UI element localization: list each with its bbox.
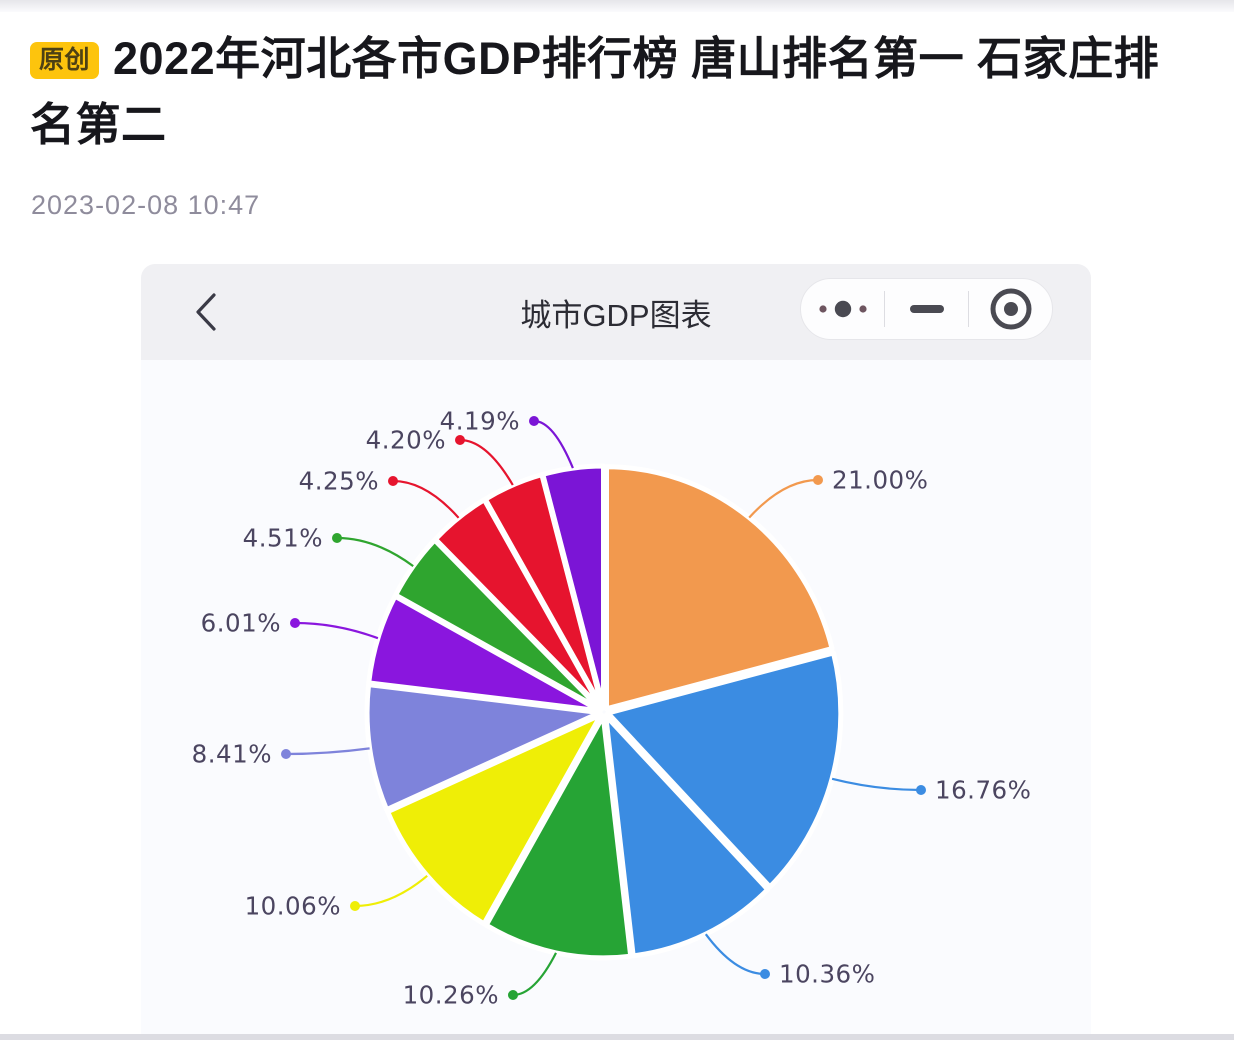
back-button[interactable] — [181, 286, 231, 338]
more-dots-icon — [818, 300, 867, 318]
label-dot — [760, 969, 770, 979]
article-title: 原创 2022年河北各市GDP排行榜 唐山排名第一 石家庄排名第二 — [30, 26, 1190, 158]
original-badge: 原创 — [30, 42, 100, 79]
slice-label: 10.26% — [403, 981, 499, 1010]
more-button[interactable] — [801, 279, 884, 339]
label-dot — [350, 901, 360, 911]
label-leader-line — [294, 621, 379, 640]
slice-label: 8.41% — [192, 740, 272, 769]
capsule-divider — [884, 291, 885, 327]
pie-slice-5[interactable] — [385, 712, 604, 927]
pie-slice-2[interactable] — [605, 650, 844, 890]
label-dot — [529, 416, 539, 426]
label-leader-line — [748, 478, 819, 519]
label-leader-line — [459, 438, 514, 486]
slice-label: 4.25% — [299, 467, 379, 496]
pie-slice-11[interactable] — [540, 463, 606, 711]
miniapp-nav-title: 城市GDP图表 — [520, 297, 712, 333]
miniapp-screenshot: 城市GDP图表 — [141, 264, 1091, 1040]
close-button[interactable] — [969, 279, 1052, 339]
pie-slice-3[interactable] — [603, 713, 771, 959]
slice-label: 10.06% — [245, 892, 341, 921]
slice-label: 4.20% — [366, 426, 446, 455]
label-dot — [281, 749, 291, 759]
slice-label: 4.51% — [243, 524, 323, 553]
pie-slice-4[interactable] — [483, 713, 634, 961]
label-leader-line — [336, 536, 414, 567]
label-leader-line — [512, 952, 557, 997]
capsule-divider — [968, 291, 969, 327]
label-dot — [455, 435, 465, 445]
slice-label: 10.36% — [779, 960, 875, 989]
slice-label: 4.19% — [440, 407, 520, 436]
pie-slice-1[interactable] — [604, 464, 835, 712]
label-dot — [916, 785, 926, 795]
target-circle-icon — [990, 288, 1031, 330]
miniapp-navbar: 城市GDP图表 — [141, 264, 1091, 360]
label-leader-line — [704, 933, 766, 976]
screenshot-top-edge — [0, 0, 1234, 12]
minimize-button[interactable] — [885, 279, 968, 339]
label-leader-line — [533, 419, 574, 469]
label-leader-line — [354, 874, 428, 908]
label-leader-line — [831, 777, 922, 792]
article-title-text: 2022年河北各市GDP排行榜 唐山排名第一 石家庄排名第二 — [30, 33, 1160, 150]
pie-slice-6[interactable] — [364, 682, 603, 813]
gdp-pie-chart: 21.00% 16.76% 10.36% 10.26% 10.06% 8.41% 6.01%… — [192, 407, 1031, 1010]
label-leader-line — [285, 747, 370, 756]
screenshot-bottom-edge — [0, 1034, 1234, 1040]
slice-label: 6.01% — [201, 609, 281, 638]
label-dot — [813, 475, 823, 485]
slice-label: 21.00% — [832, 466, 928, 495]
slice-label: 16.76% — [935, 776, 1031, 805]
minimize-dash-icon — [909, 305, 944, 313]
label-dot — [290, 618, 300, 628]
capsule-menu — [800, 278, 1053, 340]
label-dot — [388, 476, 398, 486]
label-dot — [508, 990, 518, 1000]
label-leader-line — [392, 479, 460, 519]
label-dot — [332, 533, 342, 543]
chevron-left-icon — [196, 293, 216, 331]
article-date: 2023-02-08 10:47 — [31, 190, 261, 220]
chart-area: 21.00% 16.76% 10.36% 10.26% 10.06% 8.41% 6.01%… — [141, 360, 1091, 1040]
